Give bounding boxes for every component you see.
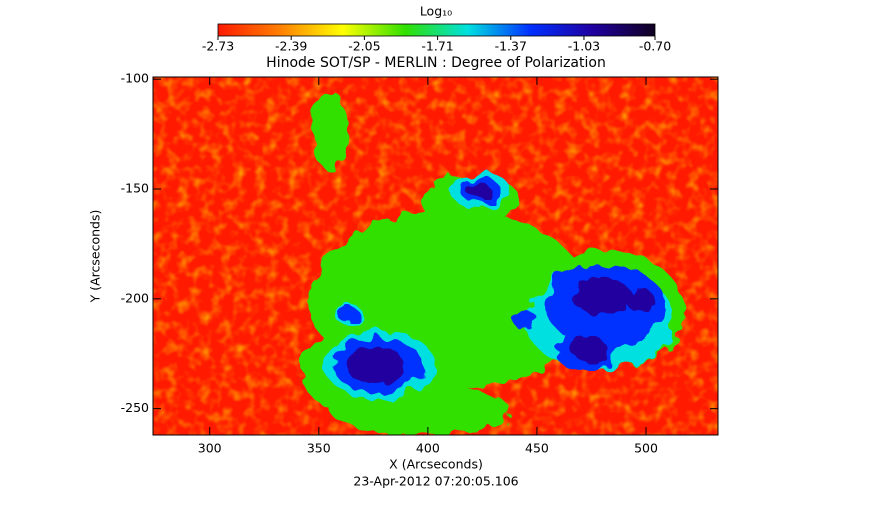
colorbar-tick-label: -0.70: [639, 39, 671, 54]
colorbar: [217, 23, 656, 37]
chart-title: Hinode SOT/SP - MERLIN : Degree of Polar…: [266, 55, 606, 71]
colorbar-tick-label: -1.71: [421, 39, 453, 54]
x-tick-label: 400: [416, 441, 440, 456]
y-tick-label: -150: [121, 181, 149, 196]
x-tick-label: 350: [307, 441, 331, 456]
map-region: [312, 90, 348, 170]
y-tick-label: -200: [121, 290, 149, 305]
y-tick-label: -250: [121, 400, 149, 415]
x-tick-label: 300: [198, 441, 222, 456]
colorbar-label: Log₁₀: [420, 4, 452, 19]
plot-frame: [152, 76, 719, 436]
map-region: [572, 338, 608, 362]
map-region: [626, 288, 654, 312]
colorbar-tick-label: -1.37: [495, 39, 527, 54]
x-tick-label: 500: [634, 441, 658, 456]
x-tick-label: 450: [525, 441, 549, 456]
map: [153, 77, 718, 435]
colorbar-tick-label: -2.39: [275, 39, 307, 54]
y-tick-label: -100: [121, 71, 149, 86]
colorbar-tick-label: -2.73: [202, 39, 234, 54]
footer: 23-Apr-2012 07:20:05.106: [353, 474, 518, 489]
colorbar-tick-label: -1.03: [568, 39, 600, 54]
map-region: [345, 347, 405, 383]
colorbar-tick-label: -2.05: [348, 39, 380, 54]
map-region: [513, 310, 537, 330]
y-axis-label: Y (Arcseconds): [88, 210, 103, 304]
map-region: [337, 306, 359, 322]
x-axis-label: X (Arcseconds): [389, 457, 483, 472]
map-region: [466, 182, 490, 198]
map-region: [570, 277, 630, 313]
